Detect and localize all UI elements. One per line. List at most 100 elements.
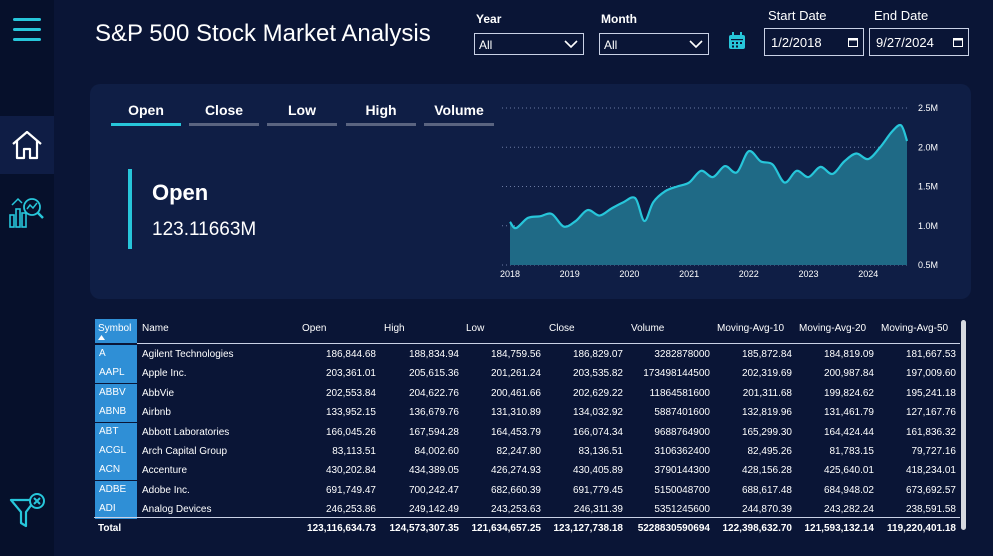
cell-close: 83,136.51 xyxy=(578,446,624,457)
cell-symbol: ADI xyxy=(95,500,137,520)
open-price-area-chart: 0.5M 1.0M 1.5M 2.0M 2.5M 2018 2019 2020 2021 2022… xyxy=(500,103,938,279)
end-date-input[interactable]: 9/27/2024 xyxy=(869,28,969,56)
cell-moving-avg-50: 418,234.01 xyxy=(905,465,956,477)
tab-open[interactable]: Open xyxy=(111,102,181,126)
column-header-moving-avg-50[interactable]: Moving-Avg-50 xyxy=(881,323,949,334)
table-row[interactable]: ACGL Arch Capital Group 83,113.51 84,002.60… xyxy=(94,442,960,461)
cell-open: 430,202.84 xyxy=(325,465,376,477)
cell-low: 426,274.93 xyxy=(490,465,541,477)
cell-low: 131,310.89 xyxy=(490,407,541,419)
table-row[interactable]: A Agilent Technologies 186,844.68 188,834.9… xyxy=(94,345,960,364)
cell-moving-avg-10: 201,311.68 xyxy=(742,387,792,399)
clear-filters-button[interactable] xyxy=(0,488,54,536)
tab-open-indicator xyxy=(111,123,181,126)
cell-moving-avg-20: 131,461.79 xyxy=(823,407,874,419)
tab-close[interactable]: Close xyxy=(189,102,259,126)
month-dropdown[interactable]: All xyxy=(599,33,709,55)
x-tick-label: 2022 xyxy=(739,269,759,279)
cell-low: 164,453.79 xyxy=(490,426,541,438)
cell-high: 700,242.47 xyxy=(408,484,459,496)
cell-symbol: ACN xyxy=(95,461,137,481)
cell-moving-avg-20: 425,640.01 xyxy=(823,465,874,477)
column-header-low[interactable]: Low xyxy=(466,323,485,334)
cell-name: Agilent Technologies xyxy=(142,349,234,360)
column-header-close[interactable]: Close xyxy=(549,323,575,334)
tab-label: Open xyxy=(128,102,164,118)
cell-low: 243,253.63 xyxy=(490,504,541,516)
total-close: 123,127,738.18 xyxy=(553,523,623,534)
column-header-high[interactable]: High xyxy=(384,323,405,334)
cell-moving-avg-20: 243,282.24 xyxy=(823,504,874,516)
cell-moving-avg-10: 132,819.96 xyxy=(741,407,792,419)
table-row[interactable]: ABBV AbbVie 202,553.84 204,622.76 200,461.66… xyxy=(94,383,960,403)
cell-high: 84,002.60 xyxy=(414,446,460,457)
column-header-name[interactable]: Name xyxy=(142,323,169,334)
cell-open: 83,113.51 xyxy=(332,446,376,457)
table-scrollbar[interactable] xyxy=(960,318,967,536)
table-row[interactable]: ABT Abbott Laboratories 166,045.26 167,594.… xyxy=(94,422,960,442)
tab-low-indicator xyxy=(267,123,337,126)
column-header-moving-avg-10[interactable]: Moving-Avg-10 xyxy=(717,323,785,334)
table-row[interactable]: ADI Analog Devices 246,253.86 249,142.49 243… xyxy=(94,500,960,520)
y-tick-label: 2.5M xyxy=(918,103,938,113)
table-row[interactable]: ACN Accenture 430,202.84 434,389.05 426,274.… xyxy=(94,461,960,481)
tab-volume[interactable]: Volume xyxy=(424,102,494,126)
cell-close: 691,779.45 xyxy=(572,484,623,496)
cell-symbol: AAPL xyxy=(95,364,137,384)
cell-moving-avg-20: 199,824.62 xyxy=(823,387,874,399)
year-filter-label: Year xyxy=(476,12,502,26)
cell-moving-avg-20: 164,424.44 xyxy=(823,426,874,438)
cell-name: Adobe Inc. xyxy=(142,484,190,496)
cell-close: 186,829.07 xyxy=(572,349,623,360)
cell-open: 203,361.01 xyxy=(325,368,376,380)
menu-button[interactable] xyxy=(0,10,54,50)
x-tick-label: 2023 xyxy=(798,269,818,279)
year-dropdown[interactable]: All xyxy=(474,33,584,55)
total-moving-avg-10: 122,398,632.70 xyxy=(722,523,792,534)
cell-moving-avg-50: 195,241.18 xyxy=(905,387,956,399)
table-row[interactable]: ABNB Airbnb 133,952.15 136,679.76 131,310.89… xyxy=(94,403,960,423)
cell-name: Abbott Laboratories xyxy=(142,426,230,438)
series-line xyxy=(509,123,909,230)
column-header-volume[interactable]: Volume xyxy=(631,323,665,334)
table-row[interactable]: AAPL Apple Inc. 203,361.01 205,615.36 201,26… xyxy=(94,364,960,384)
tab-low[interactable]: Low xyxy=(267,102,337,126)
cell-close: 134,032.92 xyxy=(572,407,623,419)
column-header-moving-avg-20[interactable]: Moving-Avg-20 xyxy=(799,323,867,334)
cell-moving-avg-50: 181,667.53 xyxy=(905,349,956,360)
cell-name: Apple Inc. xyxy=(142,368,187,380)
kpi-value: 123.11663M xyxy=(152,219,257,240)
cell-high: 188,834.94 xyxy=(408,349,459,360)
cell-high: 249,142.49 xyxy=(408,504,459,516)
column-header-symbol[interactable]: Symbol xyxy=(98,323,132,334)
cell-moving-avg-10: 202,319.69 xyxy=(741,368,792,380)
stock-table: Symbol Name Open High Low Close Volume M… xyxy=(94,318,970,540)
month-dropdown-value: All xyxy=(604,38,618,52)
start-date-input[interactable]: 1/2/2018 xyxy=(764,28,864,56)
cell-close: 246,311.39 xyxy=(573,504,623,516)
cell-close: 430,405.89 xyxy=(572,465,623,477)
cell-low: 82,247.80 xyxy=(496,446,542,457)
analytics-nav-button[interactable] xyxy=(0,186,54,236)
cell-volume: 5887401600 xyxy=(654,407,710,419)
sort-ascending-icon xyxy=(98,335,105,340)
calendar-icon[interactable] xyxy=(727,31,747,51)
column-header-open[interactable]: Open xyxy=(302,323,327,334)
cell-low: 682,660.39 xyxy=(490,484,541,496)
cell-moving-avg-10: 165,299.30 xyxy=(741,426,792,438)
home-nav-button[interactable] xyxy=(0,116,54,174)
table-row[interactable]: ADBE Adobe Inc. 691,749.47 700,242.47 682,66… xyxy=(94,480,960,500)
scrollbar-thumb[interactable] xyxy=(961,320,966,530)
cell-close: 202,629.22 xyxy=(572,387,623,399)
cell-high: 136,679.76 xyxy=(408,407,459,419)
cell-moving-avg-20: 184,819.09 xyxy=(823,349,874,360)
cell-symbol: A xyxy=(95,345,137,364)
x-tick-label: 2018 xyxy=(500,269,520,279)
cell-moving-avg-50: 127,167.76 xyxy=(905,407,956,419)
date-picker-icon xyxy=(953,38,963,47)
tab-high[interactable]: High xyxy=(346,102,416,126)
tab-label: Low xyxy=(288,102,316,118)
kpi-accent-bar xyxy=(128,169,132,249)
cell-high: 204,622.76 xyxy=(408,387,459,399)
cell-symbol: ABT xyxy=(95,422,137,442)
